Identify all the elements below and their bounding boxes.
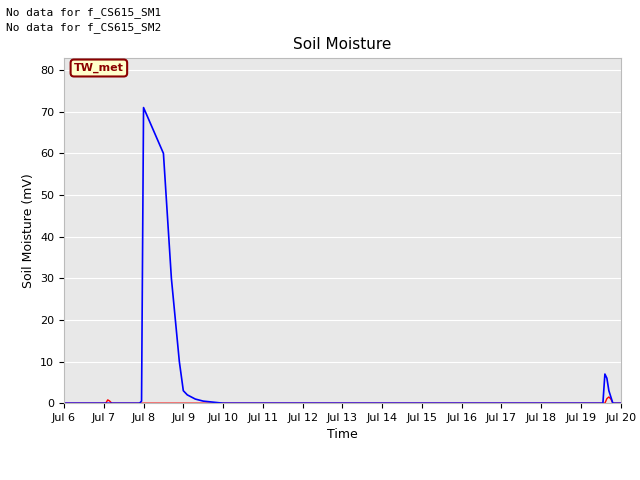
Text: TW_met: TW_met bbox=[74, 63, 124, 73]
Legend: DltaT_SM1, DltaT_SM2: DltaT_SM1, DltaT_SM2 bbox=[230, 479, 455, 480]
Title: Soil Moisture: Soil Moisture bbox=[293, 37, 392, 52]
Text: No data for f_CS615_SM1: No data for f_CS615_SM1 bbox=[6, 7, 162, 18]
Text: No data for f_CS615_SM2: No data for f_CS615_SM2 bbox=[6, 22, 162, 33]
X-axis label: Time: Time bbox=[327, 429, 358, 442]
Y-axis label: Soil Moisture (mV): Soil Moisture (mV) bbox=[22, 173, 35, 288]
